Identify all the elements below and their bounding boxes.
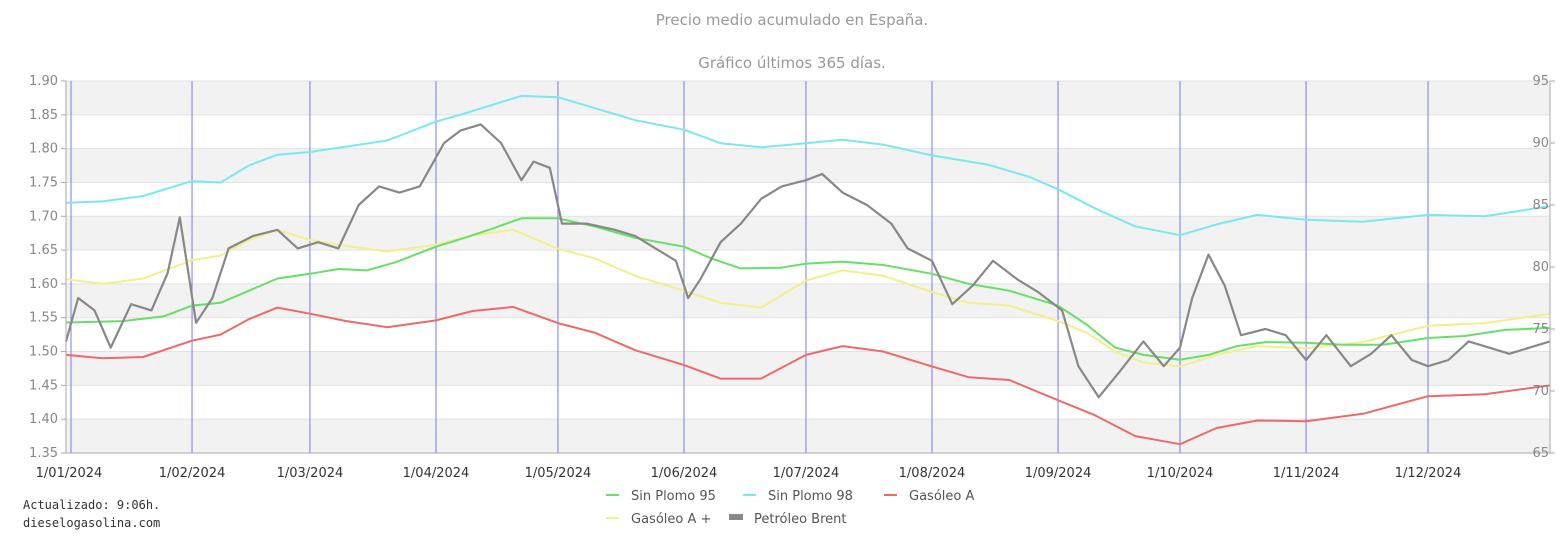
y2-tick-label: 75 <box>1532 322 1549 337</box>
grid-band <box>66 250 1550 284</box>
x-tick-label: 1/05/2024 <box>525 466 592 481</box>
series-line-sin-plomo-98 <box>65 94 1551 237</box>
x-tick-label: 1/04/2024 <box>403 466 470 481</box>
y-tick-label: 1.45 <box>29 378 58 393</box>
legend-label: Sin Plomo 98 <box>768 489 853 504</box>
x-tick-label: 1/12/2024 <box>1395 466 1462 481</box>
grid-bands <box>66 80 1550 454</box>
y-axis-left-labels: 1.35 1.40 1.45 1.50 1.55 1.60 1.65 1.70 1.75 1.80… <box>29 74 66 461</box>
x-tick-label: 1/02/2024 <box>159 466 226 481</box>
y-axis-right-labels: 65 70 75 80 85 90 95 <box>1532 74 1555 461</box>
x-tick-label: 1/03/2024 <box>277 466 344 481</box>
y2-tick-label: 90 <box>1532 136 1549 151</box>
y-tick-label: 1.40 <box>29 412 58 427</box>
x-tick-label: 1/01/2024 <box>36 466 103 481</box>
y2-tick-label: 65 <box>1532 446 1549 461</box>
grid-band <box>66 317 1550 352</box>
grid-band <box>66 419 1550 453</box>
grid-band <box>66 283 1550 318</box>
legend-label: Gasóleo A + <box>631 512 711 527</box>
footer-site: dieselogasolina.com <box>23 516 161 530</box>
y-tick-label: 1.75 <box>29 175 58 190</box>
legend-label: Gasóleo A <box>909 489 974 504</box>
y-tick-label: 1.55 <box>29 311 58 326</box>
grid-band <box>66 182 1550 217</box>
grid-band <box>66 148 1550 183</box>
x-tick-label: 1/06/2024 <box>651 466 718 481</box>
footer-updated: Actualizado: 9:06h. <box>23 498 161 512</box>
x-tick-label: 1/07/2024 <box>773 466 840 481</box>
series-line-gas-leo-a <box>65 305 1551 446</box>
series-lines <box>64 94 1551 446</box>
grid-band <box>66 385 1550 420</box>
y-tick-label: 1.90 <box>29 74 58 89</box>
x-tick-label: 1/10/2024 <box>1147 466 1214 481</box>
x-tick-label: 1/08/2024 <box>899 466 966 481</box>
y2-tick-label: 80 <box>1532 260 1549 275</box>
legend-swatch <box>729 514 743 520</box>
chart-subtitle: Gráfico últimos 365 días. <box>698 54 886 72</box>
grid-band <box>66 81 1550 115</box>
y-tick-label: 1.65 <box>29 243 58 258</box>
y2-tick-label: 70 <box>1532 384 1549 399</box>
y-tick-label: 1.70 <box>29 209 58 224</box>
series-line-sin-plomo-95 <box>65 217 1551 361</box>
grid-band <box>66 351 1550 386</box>
y-tick-label: 1.80 <box>29 142 58 157</box>
y-tick-label: 1.60 <box>29 277 58 292</box>
y-tick-label: 1.50 <box>29 345 58 360</box>
y-tick-label: 1.85 <box>29 108 58 123</box>
x-axis-labels: 1/01/2024 1/02/2024 1/03/2024 1/04/2024 1/05… <box>36 466 1462 481</box>
y2-tick-label: 95 <box>1532 74 1549 89</box>
series-line-petr-leo-brent <box>64 123 1551 399</box>
x-tick-label: 1/09/2024 <box>1025 466 1092 481</box>
legend-label: Petróleo Brent <box>754 512 847 527</box>
y-tick-label: 1.35 <box>29 446 58 461</box>
x-tick-label: 1/11/2024 <box>1273 466 1340 481</box>
legend-label: Sin Plomo 95 <box>631 489 716 504</box>
y2-tick-label: 85 <box>1532 198 1549 213</box>
legend: Sin Plomo 95 Sin Plomo 98 Gasóleo A Gasóleo… <box>606 489 974 527</box>
chart-title: Precio medio acumulado en España. <box>656 11 929 29</box>
